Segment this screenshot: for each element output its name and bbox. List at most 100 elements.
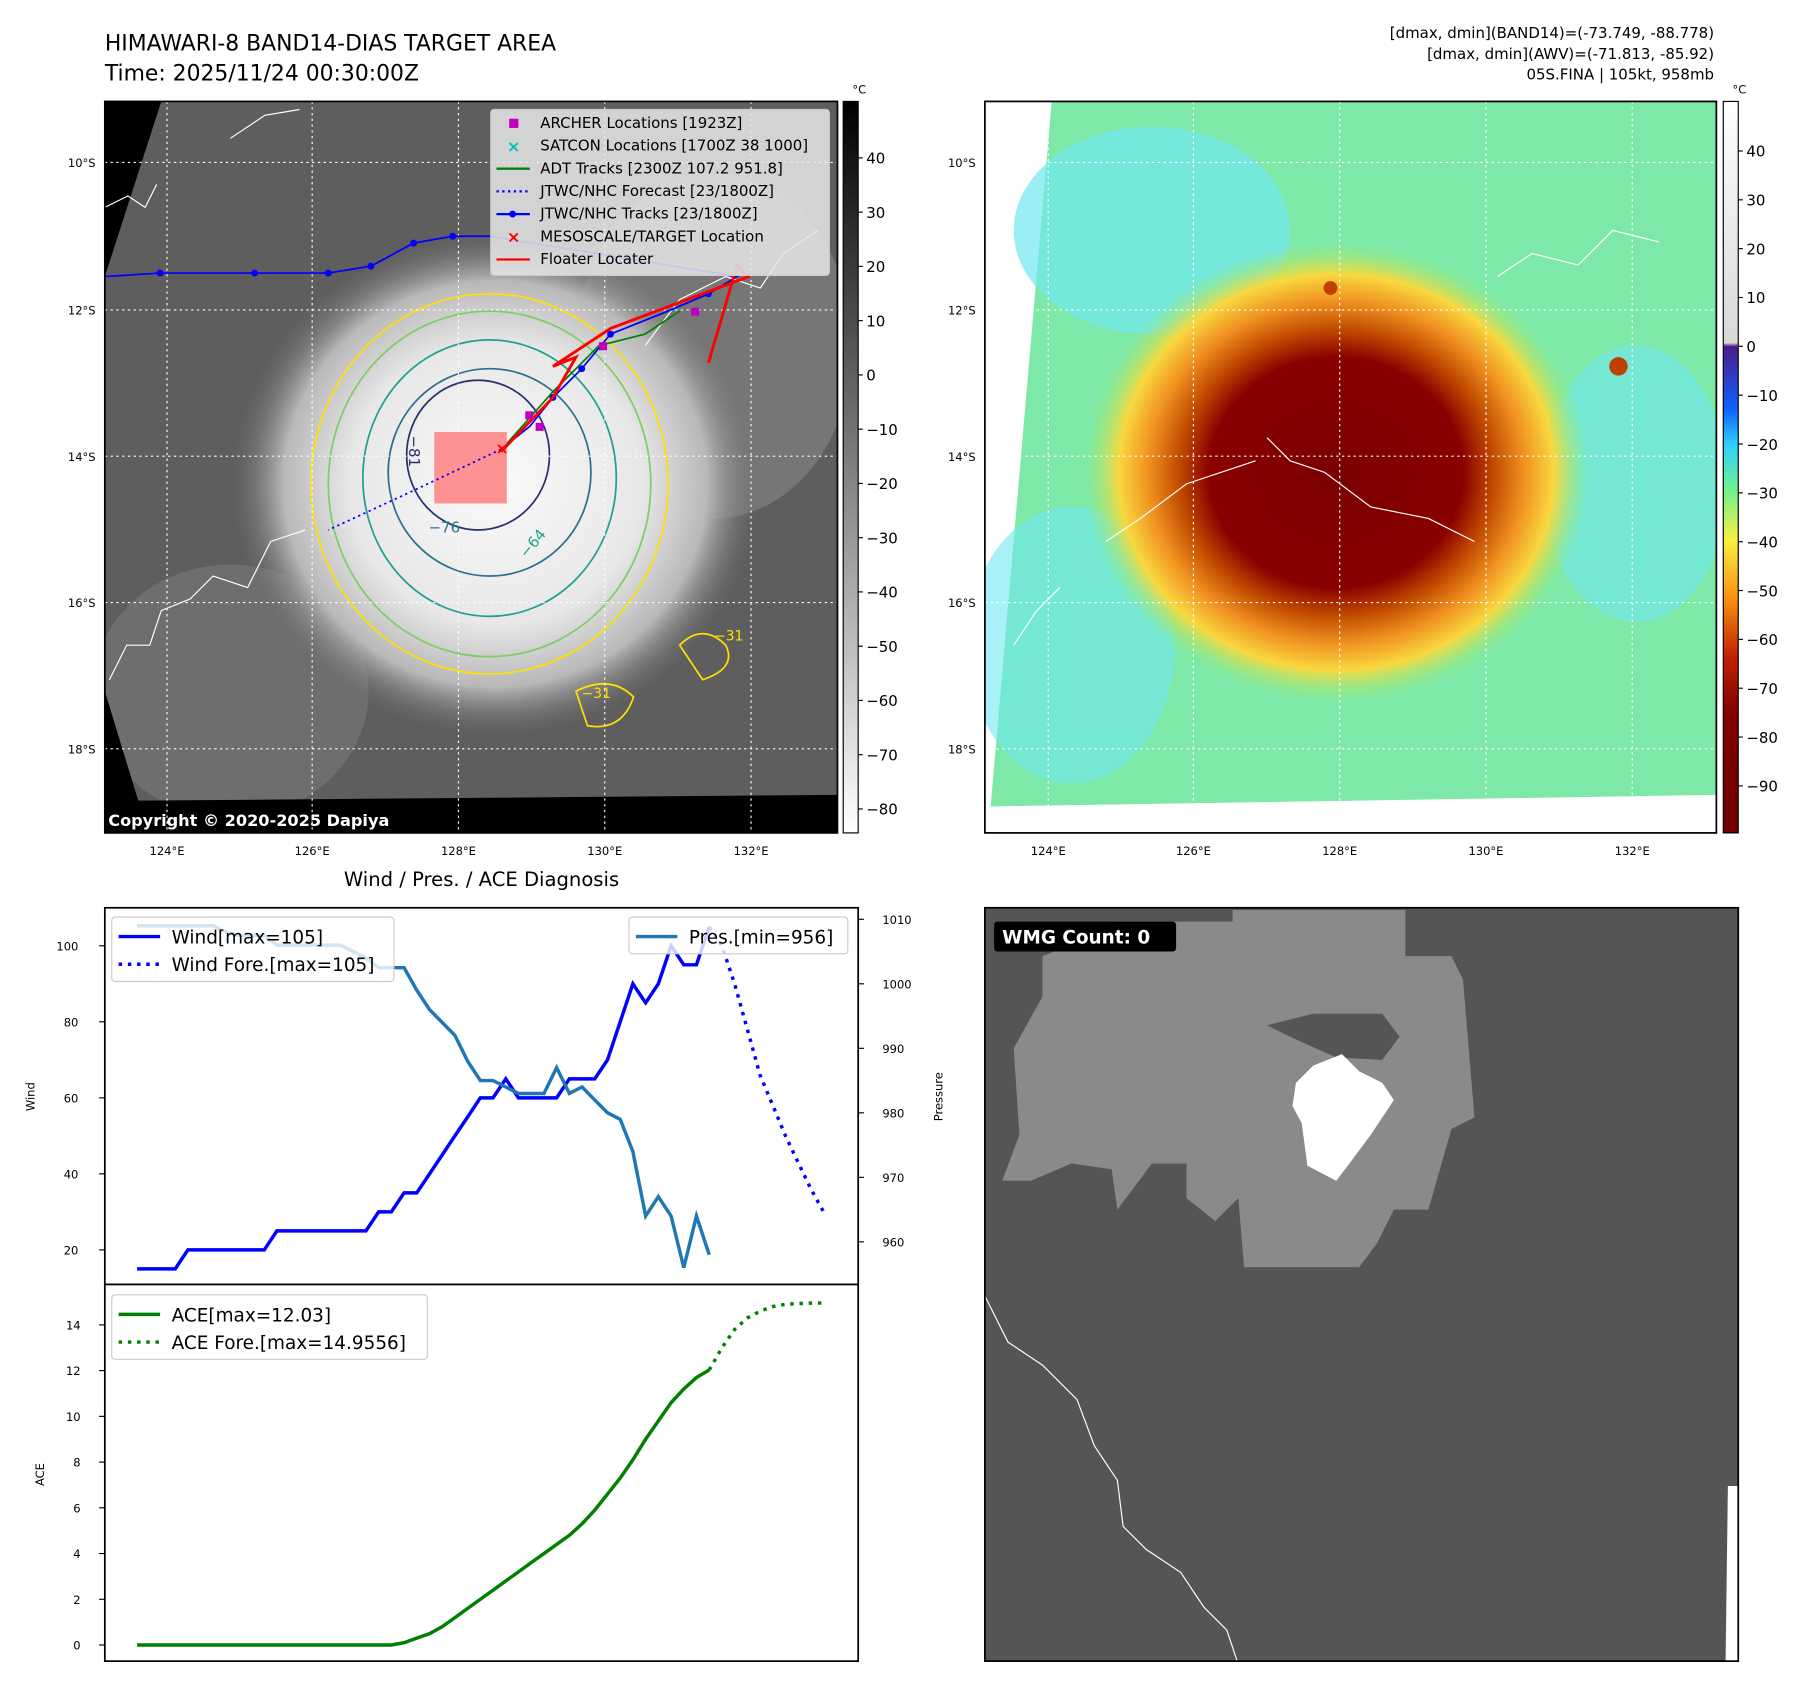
colorbar-tick-label: 20 [866, 258, 885, 276]
contour-label: −31 [582, 686, 611, 702]
legend-label: JTWC/NHC Tracks [23/1800Z] [539, 205, 757, 223]
colorbar-tick-label: −30 [1746, 485, 1778, 503]
colorbar-tick-label: 10 [866, 312, 885, 330]
lon-label: 130°E [587, 844, 622, 858]
figure-time: Time: 2025/11/24 00:30:00Z [104, 62, 419, 87]
ace-tick-label: 0 [73, 1639, 80, 1653]
legend-label: ADT Tracks [2300Z 107.2 951.8] [540, 159, 783, 177]
lon-label: 128°E [1322, 844, 1357, 858]
pressure-tick-label: 1000 [882, 977, 911, 991]
awv-map [984, 101, 1717, 833]
colorbar-tick-label: 40 [866, 150, 885, 168]
legend-entry: JTWC/NHC Forecast [23/1800Z] [496, 182, 774, 200]
legend-entry: × SATCON Locations [1700Z 38 1000] [507, 137, 808, 156]
legend-entry: Floater Locater [496, 250, 654, 268]
copyright-text: Copyright © 2020-2025 Dapiya [108, 811, 389, 830]
lat-label: 10°S [948, 156, 976, 170]
colorbar-tick-label: −40 [1746, 533, 1778, 551]
colorbar-tick-label: −60 [866, 692, 898, 710]
wind-tick-label: 100 [56, 939, 78, 953]
ir-colorbar [842, 100, 859, 834]
wind-tick-label: 40 [64, 1167, 79, 1181]
wind-axis-label: Wind [24, 1082, 38, 1111]
ir-colorbar-unit: °C [852, 82, 866, 96]
legend-label: SATCON Locations [1700Z 38 1000] [540, 137, 808, 155]
chart-legend [111, 1294, 428, 1360]
chart-legend [111, 916, 395, 983]
ir-map: × −81 −76 −64 −31 −31 Copyright © 2020-2… [104, 101, 838, 833]
pressure-axis-label: Pressure [931, 1072, 945, 1121]
pressure-tick-label: 990 [882, 1042, 904, 1056]
contour-label: −81 [405, 435, 423, 467]
lat-label: 14°S [68, 450, 96, 464]
chart-legend-label: ACE Fore.[max=14.9556] [172, 1333, 406, 1354]
lon-label: 128°E [441, 844, 476, 858]
wind-forecast-line [707, 925, 826, 1213]
target-area-box [434, 432, 507, 504]
pressure-tick-label: 960 [882, 1235, 904, 1249]
legend-label: Floater Locater [540, 250, 654, 268]
colorbar-tick-label: −40 [866, 584, 898, 602]
map-legend: ARCHER Locations [1923Z] × SATCON Location… [490, 108, 830, 276]
legend-entry: JTWC/NHC Tracks [23/1800Z] [496, 205, 758, 223]
colorbar-tick-label: −20 [866, 475, 898, 493]
ace-tick-label: 4 [73, 1547, 80, 1561]
wind-tick-label: 20 [64, 1244, 79, 1258]
chart-legend-label: Wind[max=105] [172, 927, 323, 948]
contour-label: −76 [429, 518, 461, 536]
wind-tick-label: 80 [64, 1015, 79, 1029]
awv-colorbar [1722, 100, 1739, 834]
lat-label: 12°S [68, 304, 96, 318]
colorbar-tick-label: 30 [866, 204, 885, 222]
colorbar-tick-label: 40 [1746, 143, 1765, 161]
wind-line [137, 926, 711, 1271]
lat-label: 16°S [948, 596, 976, 610]
lon-label: 130°E [1468, 844, 1503, 858]
colorbar-tick-label: −70 [866, 746, 898, 764]
ace-tick-label: 10 [66, 1410, 81, 1424]
colorbar-tick-label: −70 [1746, 680, 1778, 698]
wmg-count-label: WMG Count: 0 [1002, 927, 1150, 948]
colorbar-tick-label: 20 [1746, 240, 1765, 258]
lat-label: 18°S [948, 742, 976, 756]
colorbar-tick-label: 0 [1746, 338, 1756, 356]
lat-label: 12°S [948, 304, 976, 318]
colorbar-tick-label: −60 [1746, 631, 1778, 649]
pressure-tick-label: 1010 [882, 913, 911, 927]
wind-tick-label: 60 [64, 1091, 79, 1105]
chart-legend [628, 916, 849, 955]
lon-label: 124°E [1031, 844, 1066, 858]
pressure-tick-label: 980 [882, 1106, 904, 1120]
stats-band14: [dmax, dmin](BAND14)=(-73.749, -88.778) [1390, 24, 1714, 42]
legend-entry: ADT Tracks [2300Z 107.2 951.8] [496, 159, 783, 177]
lat-label: 14°S [948, 450, 976, 464]
contour-label: −31 [714, 629, 743, 645]
colorbar-tick-label: −20 [1746, 436, 1778, 454]
colorbar-tick-label: −50 [866, 638, 898, 656]
colorbar-tick-label: −90 [1746, 778, 1778, 796]
legend-entry: ARCHER Locations [1923Z] [509, 114, 742, 132]
ace-tick-label: 8 [73, 1456, 80, 1470]
colorbar-tick-label: −10 [866, 421, 898, 439]
colorbar-tick-label: −80 [1746, 729, 1778, 747]
awv-colorbar-unit: °C [1732, 82, 1746, 96]
lon-label: 126°E [295, 844, 330, 858]
lat-label: 18°S [68, 742, 96, 756]
chart-legend-label: Wind Fore.[max=105] [172, 955, 375, 976]
stats-awv: [dmax, dmin](AWV)=(-71.813, -85.92) [1427, 45, 1714, 63]
colorbar-tick-label: −30 [866, 529, 898, 547]
lat-label: 10°S [68, 156, 96, 170]
jtwc-forecast-line [327, 448, 502, 531]
ace-tick-label: 14 [66, 1318, 81, 1332]
lon-label: 132°E [734, 844, 769, 858]
diagnosis-title: Wind / Pres. / ACE Diagnosis [344, 868, 619, 891]
colorbar-tick-label: −80 [866, 801, 898, 819]
colorbar-tick-label: 30 [1746, 192, 1765, 210]
chart-legend-label: ACE[max=12.03] [172, 1305, 331, 1326]
pressure-tick-label: 970 [882, 1171, 904, 1185]
ace-tick-label: 12 [66, 1364, 81, 1378]
colorbar-tick-label: −50 [1746, 582, 1778, 600]
ace-line [137, 1368, 711, 1647]
target-location-marker: × [495, 439, 509, 458]
